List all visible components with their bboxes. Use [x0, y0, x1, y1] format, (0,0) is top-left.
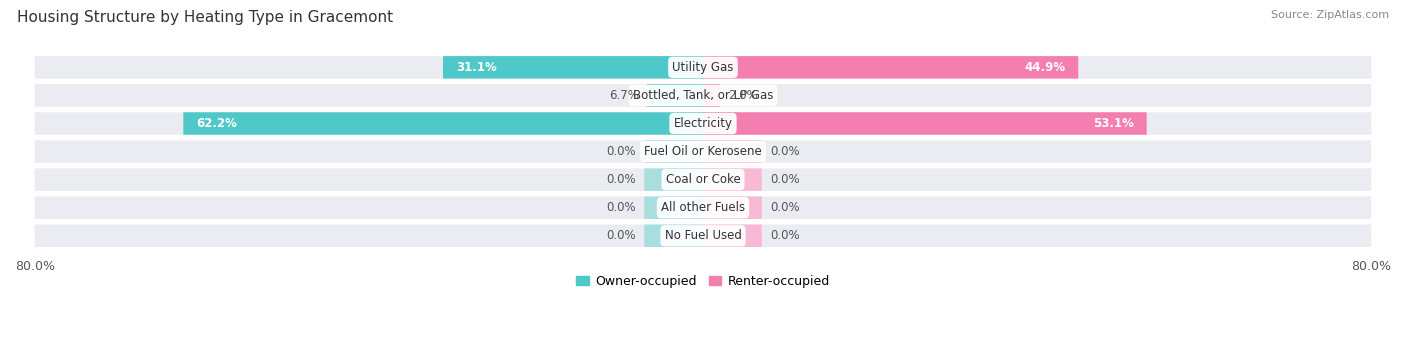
Text: All other Fuels: All other Fuels: [661, 201, 745, 214]
FancyBboxPatch shape: [703, 140, 762, 163]
Text: 62.2%: 62.2%: [197, 117, 238, 130]
FancyBboxPatch shape: [35, 84, 1371, 107]
FancyBboxPatch shape: [35, 140, 1371, 163]
FancyBboxPatch shape: [703, 56, 1078, 78]
FancyBboxPatch shape: [35, 168, 1371, 191]
Text: 0.0%: 0.0%: [606, 229, 636, 242]
Text: Fuel Oil or Kerosene: Fuel Oil or Kerosene: [644, 145, 762, 158]
FancyBboxPatch shape: [703, 84, 720, 107]
FancyBboxPatch shape: [35, 196, 1371, 219]
Text: 0.0%: 0.0%: [770, 173, 800, 186]
Text: Electricity: Electricity: [673, 117, 733, 130]
FancyBboxPatch shape: [644, 140, 703, 163]
FancyBboxPatch shape: [644, 196, 703, 219]
Text: 31.1%: 31.1%: [456, 61, 496, 74]
FancyBboxPatch shape: [644, 225, 703, 247]
Text: 0.0%: 0.0%: [770, 201, 800, 214]
Text: 2.0%: 2.0%: [728, 89, 758, 102]
Text: 0.0%: 0.0%: [770, 145, 800, 158]
FancyBboxPatch shape: [443, 56, 703, 78]
Text: Bottled, Tank, or LP Gas: Bottled, Tank, or LP Gas: [633, 89, 773, 102]
FancyBboxPatch shape: [35, 56, 1371, 78]
Text: Utility Gas: Utility Gas: [672, 61, 734, 74]
FancyBboxPatch shape: [703, 196, 762, 219]
Text: 0.0%: 0.0%: [770, 229, 800, 242]
FancyBboxPatch shape: [35, 225, 1371, 247]
Text: No Fuel Used: No Fuel Used: [665, 229, 741, 242]
FancyBboxPatch shape: [647, 84, 703, 107]
Text: 53.1%: 53.1%: [1092, 117, 1133, 130]
Legend: Owner-occupied, Renter-occupied: Owner-occupied, Renter-occupied: [571, 270, 835, 293]
FancyBboxPatch shape: [703, 112, 1147, 135]
Text: Source: ZipAtlas.com: Source: ZipAtlas.com: [1271, 10, 1389, 20]
Text: 44.9%: 44.9%: [1024, 61, 1066, 74]
Text: Coal or Coke: Coal or Coke: [665, 173, 741, 186]
FancyBboxPatch shape: [703, 168, 762, 191]
Text: 0.0%: 0.0%: [606, 173, 636, 186]
Text: 6.7%: 6.7%: [609, 89, 638, 102]
Text: Housing Structure by Heating Type in Gracemont: Housing Structure by Heating Type in Gra…: [17, 10, 394, 25]
Text: 0.0%: 0.0%: [606, 145, 636, 158]
Text: 0.0%: 0.0%: [606, 201, 636, 214]
FancyBboxPatch shape: [703, 225, 762, 247]
FancyBboxPatch shape: [644, 168, 703, 191]
FancyBboxPatch shape: [183, 112, 703, 135]
FancyBboxPatch shape: [35, 112, 1371, 135]
